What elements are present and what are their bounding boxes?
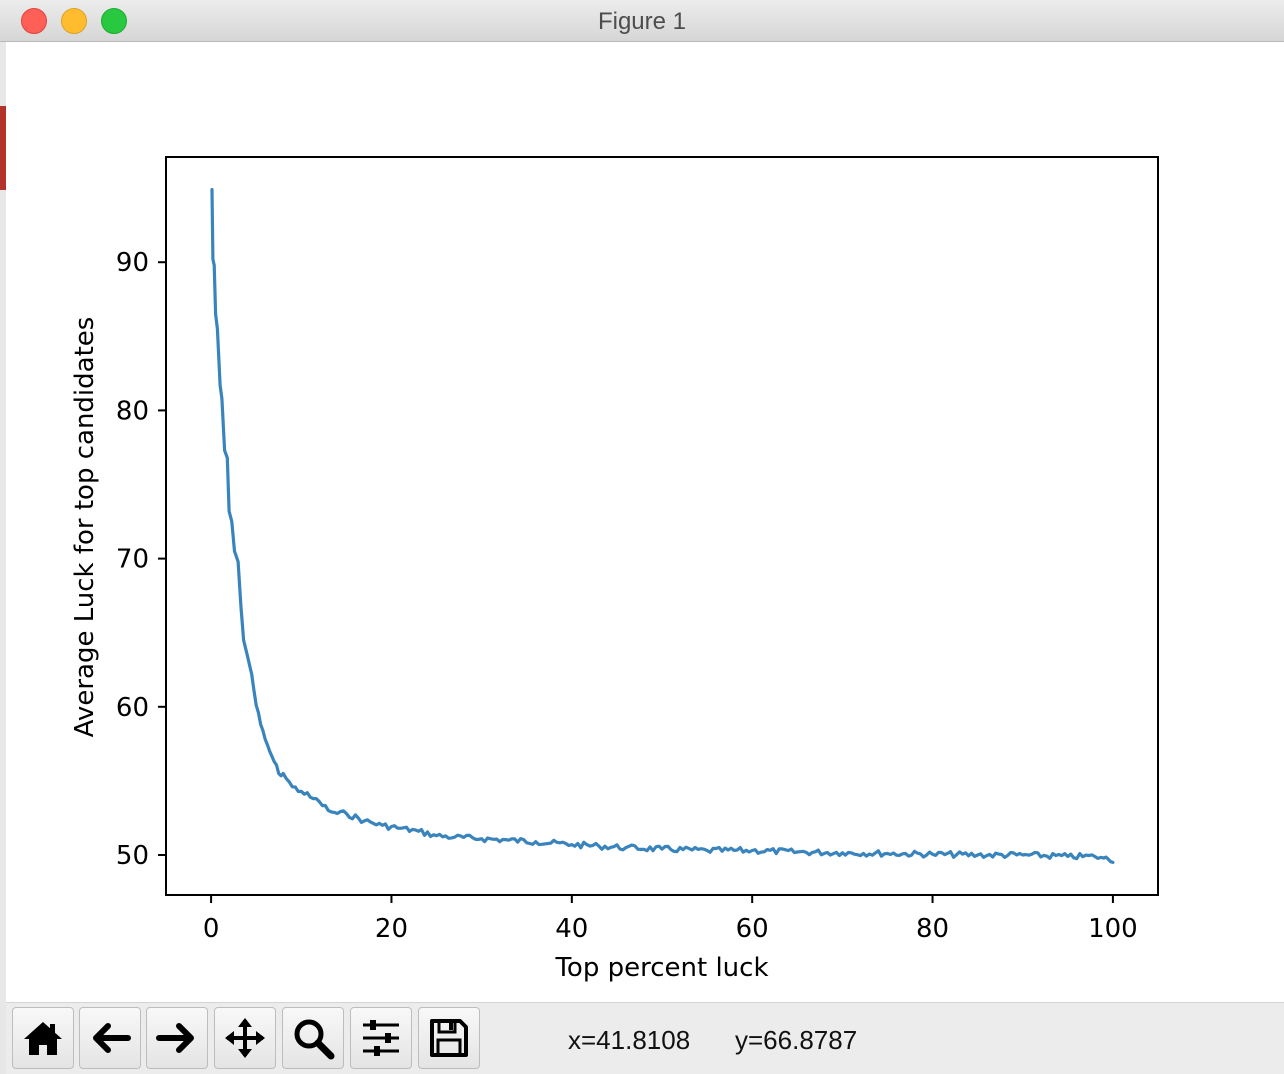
y-tick-label: 60	[116, 693, 149, 723]
x-tick-label: 60	[736, 914, 769, 944]
y-coordinate-readout: y=66.8787	[735, 1025, 858, 1055]
window-title: Figure 1	[597, 8, 687, 35]
zoom-button[interactable]	[282, 1007, 344, 1069]
chart-series-line	[210, 188, 1115, 864]
y-tick-label: 70	[116, 545, 149, 575]
x-tick-label: 0	[203, 914, 220, 944]
background-window-edge	[0, 42, 6, 1074]
minimize-window-button[interactable]	[61, 8, 87, 34]
home-icon	[24, 1022, 62, 1055]
forward-icon	[156, 1023, 194, 1053]
x-tick-label: 100	[1088, 914, 1138, 944]
axes-frame	[165, 156, 1159, 896]
navigation-toolbar: x=41.8108 y=66.8787	[6, 1002, 1284, 1074]
forward-button[interactable]	[146, 1007, 208, 1069]
zoom-icon	[294, 1019, 335, 1060]
close-window-button[interactable]	[21, 8, 47, 34]
y-tick-label: 90	[116, 248, 149, 278]
x-coordinate-readout: x=41.8108	[568, 1025, 691, 1055]
window-titlebar: Figure 1	[0, 0, 1284, 42]
save-button[interactable]	[418, 1007, 480, 1069]
y-tick-label: 50	[116, 841, 149, 871]
x-axis-label: Top percent luck	[554, 953, 768, 983]
back-button[interactable]	[79, 1007, 141, 1069]
y-tick-label: 80	[116, 396, 149, 426]
x-tick-label: 40	[555, 914, 588, 944]
background-window-accent	[0, 106, 6, 190]
configure-subplots-button[interactable]	[350, 1007, 412, 1069]
y-axis-label: Average Luck for top candidates	[70, 317, 100, 738]
back-icon	[93, 1023, 131, 1053]
maximize-window-button[interactable]	[101, 8, 127, 34]
pan-icon	[225, 1018, 265, 1058]
x-tick-label: 80	[916, 914, 949, 944]
pan-button[interactable]	[214, 1007, 276, 1069]
x-tick-label: 20	[375, 914, 408, 944]
home-button[interactable]	[12, 1007, 74, 1069]
save-icon	[430, 1019, 468, 1057]
configure-subplots-icon	[363, 1020, 399, 1056]
